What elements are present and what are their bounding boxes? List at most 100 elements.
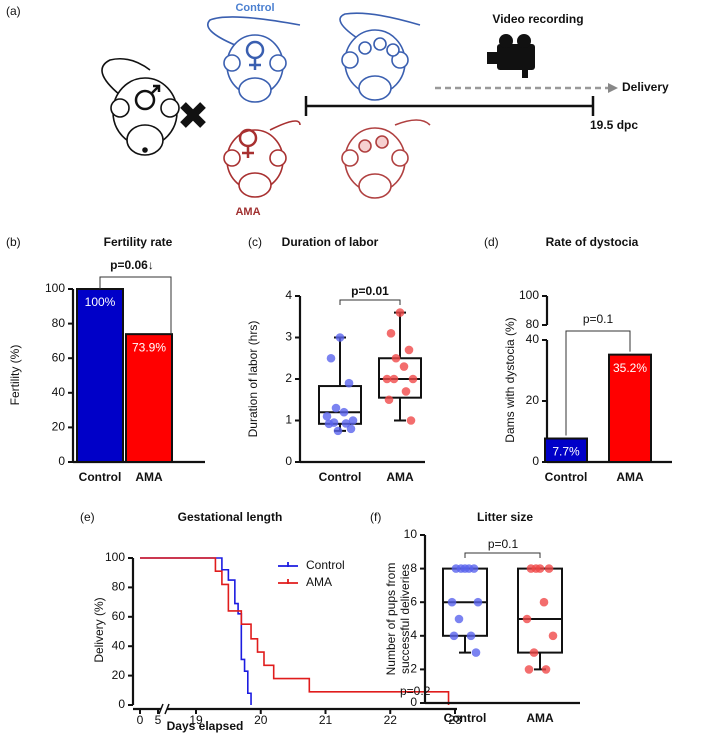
data-point xyxy=(522,614,532,624)
data-point xyxy=(339,407,349,417)
x-tick-label: 19 xyxy=(189,713,203,727)
chart-title: Duration of labor xyxy=(282,235,379,249)
legend-label: AMA xyxy=(306,575,332,589)
data-point xyxy=(466,631,476,641)
male-mouse xyxy=(101,57,180,156)
data-point xyxy=(473,597,483,607)
value-label: 35.2% xyxy=(613,361,647,375)
value-label: 100% xyxy=(85,295,116,309)
y-tick-label: 2 xyxy=(410,662,417,676)
data-point xyxy=(399,362,409,371)
y-tick-label: 20 xyxy=(112,668,126,682)
chart-title: Litter size xyxy=(477,510,533,524)
y-tick-label: 0 xyxy=(58,454,65,468)
x-tick-label: 22 xyxy=(384,713,398,727)
x-tick-label: Control xyxy=(444,711,487,725)
data-point xyxy=(464,564,474,573)
y-tick-label: 80 xyxy=(52,316,66,330)
data-point xyxy=(389,374,399,384)
x-tick-label: AMA xyxy=(386,470,414,484)
y-axis-label: Number of pups from xyxy=(384,563,398,676)
y-tick-label: 40 xyxy=(52,385,66,399)
data-point xyxy=(404,345,414,355)
data-point xyxy=(324,419,334,429)
y-tick-label: 100 xyxy=(105,550,125,564)
pregnant-control-mouse xyxy=(339,12,421,101)
x-tick-label: 21 xyxy=(319,713,333,727)
y-tick-label: 40 xyxy=(112,638,126,652)
data-point xyxy=(331,403,341,413)
x-axis-label: Days elapsed xyxy=(167,719,244,733)
y-axis-label: successful deliveries xyxy=(398,564,412,674)
data-point xyxy=(344,378,354,388)
significance-bracket xyxy=(339,299,401,305)
y-tick-label: 0 xyxy=(410,695,417,709)
y-axis-label: Delivery (%) xyxy=(92,597,106,662)
axis-break xyxy=(164,703,170,715)
y-tick-label: 0 xyxy=(285,454,292,468)
data-point xyxy=(541,665,551,674)
cross-mark xyxy=(180,102,206,128)
pregnant-ama-mouse xyxy=(341,119,431,199)
time-label: 19.5 dpc xyxy=(590,118,638,132)
data-point xyxy=(449,631,459,641)
y-tick-label: 20 xyxy=(52,420,66,434)
control-mouse xyxy=(207,16,301,103)
data-point xyxy=(456,564,466,573)
data-point xyxy=(326,353,336,363)
data-point xyxy=(524,665,534,674)
ama-label: AMA xyxy=(235,206,260,218)
panel-label: (c) xyxy=(248,235,262,249)
data-point xyxy=(406,416,416,425)
y-tick-label: 80 xyxy=(526,317,540,331)
value-label: 73.9% xyxy=(132,340,166,354)
data-point xyxy=(544,564,554,573)
annotation: p=0.1 xyxy=(583,312,614,326)
data-point xyxy=(335,333,345,342)
x-tick-label: 0 xyxy=(137,713,144,727)
annotation: p=0.06↓ xyxy=(110,258,154,272)
panel-label: (f) xyxy=(370,510,381,524)
data-point xyxy=(531,564,541,573)
y-tick-label: 0 xyxy=(118,697,125,711)
panel-a: (a) Control xyxy=(6,2,669,218)
data-point xyxy=(341,419,351,428)
y-tick-label: 2 xyxy=(285,371,292,385)
bar xyxy=(608,353,652,464)
x-tick-label: AMA xyxy=(526,711,554,725)
bar xyxy=(125,333,173,464)
data-point xyxy=(471,648,481,657)
x-tick-label: AMA xyxy=(616,470,644,484)
significance-bracket xyxy=(464,552,541,558)
y-tick-label: 4 xyxy=(285,288,292,302)
ama-mouse xyxy=(223,120,301,198)
x-tick-label: 23 xyxy=(448,713,462,727)
x-tick-label: 5 xyxy=(155,713,162,727)
x-tick-label: 20 xyxy=(254,713,268,727)
y-tick-label: 100 xyxy=(45,281,65,295)
legend-label: Control xyxy=(306,558,345,572)
data-point xyxy=(447,597,457,607)
value-label: 7.7% xyxy=(552,445,580,459)
survival-line xyxy=(140,557,450,705)
data-point xyxy=(384,395,394,405)
camera-icon xyxy=(487,34,535,78)
y-tick-label: 0 xyxy=(532,454,539,468)
data-point xyxy=(348,416,358,425)
data-point xyxy=(408,374,418,384)
y-tick-label: 60 xyxy=(112,609,126,623)
x-tick-label: Control xyxy=(545,470,588,484)
data-point xyxy=(333,426,343,436)
panel-label: (e) xyxy=(80,510,95,524)
y-tick-label: 60 xyxy=(52,350,66,364)
y-axis-label: Dams with dystocia (%) xyxy=(503,317,517,442)
y-tick-label: 40 xyxy=(526,332,540,346)
panel-label: (a) xyxy=(6,4,21,18)
control-label: Control xyxy=(235,2,274,14)
data-point xyxy=(322,412,332,421)
bar xyxy=(544,437,588,464)
significance-bracket xyxy=(99,276,172,335)
data-point xyxy=(346,424,356,434)
panel-label: (d) xyxy=(484,235,499,249)
timeline xyxy=(304,83,618,116)
